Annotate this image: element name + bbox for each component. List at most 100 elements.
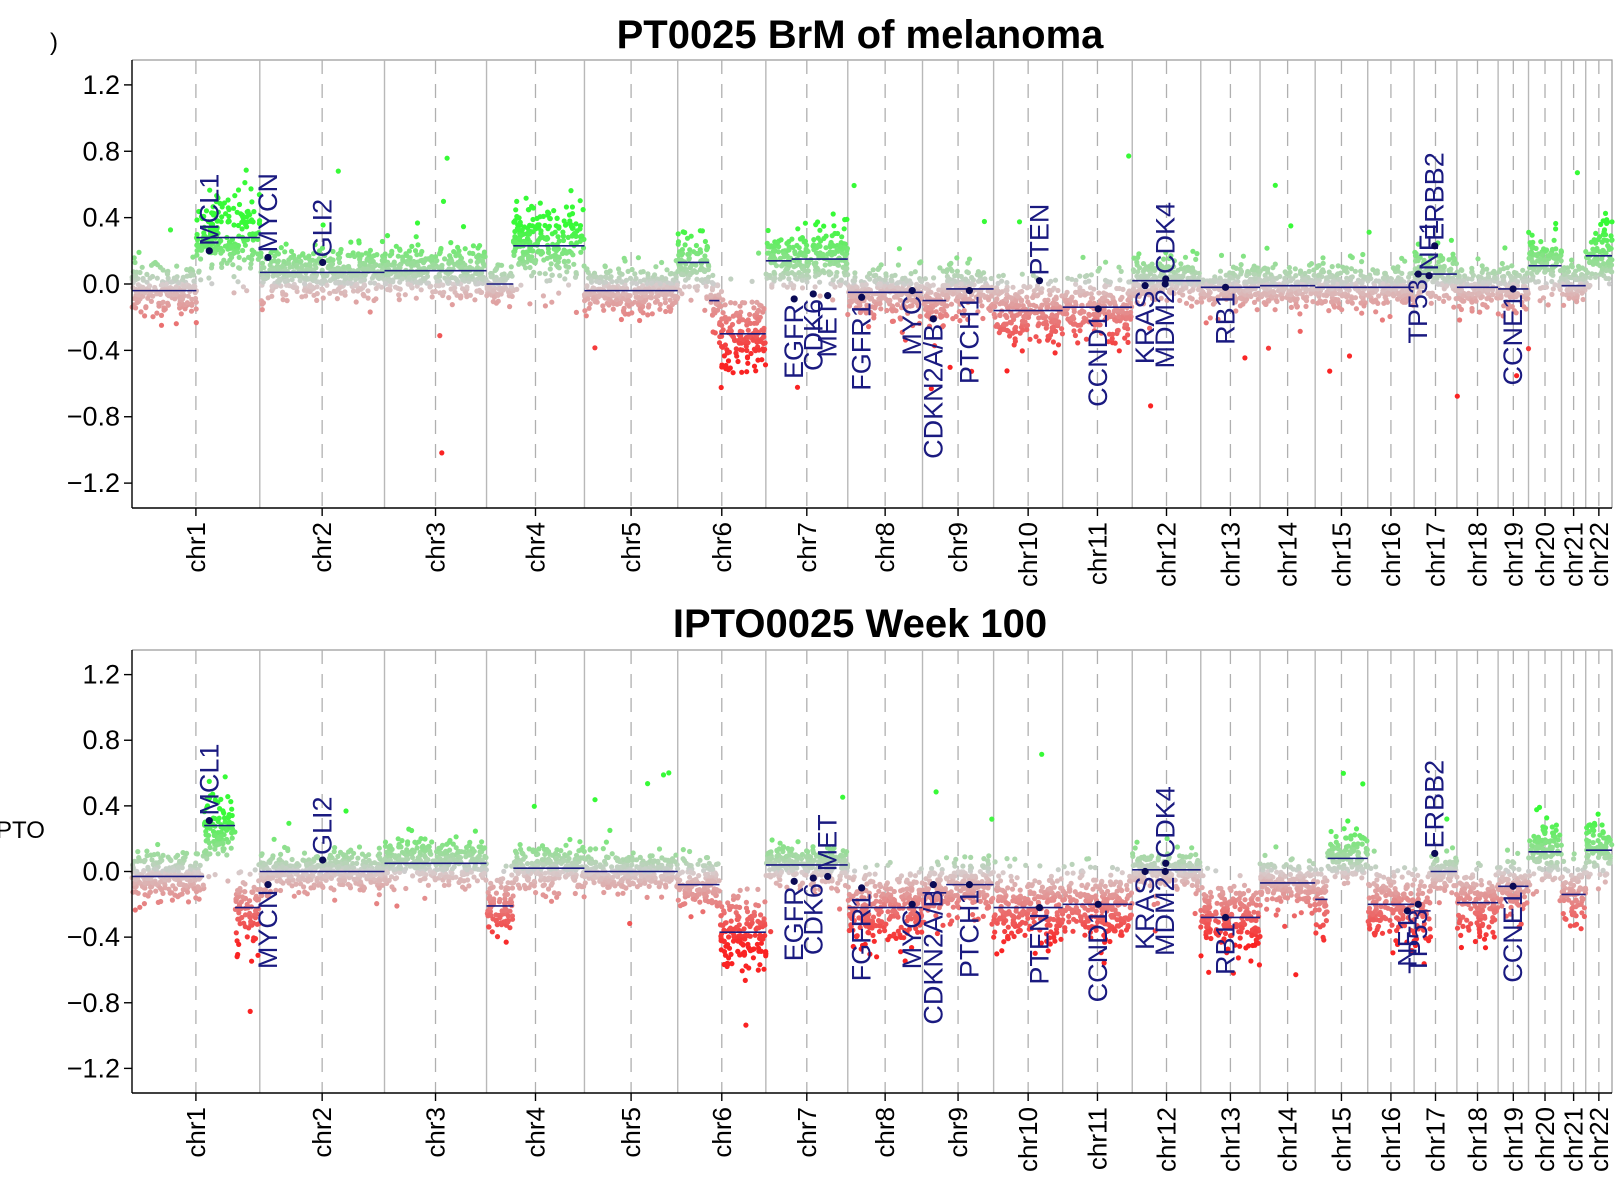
probe-point (830, 211, 836, 217)
probe-point (1477, 309, 1483, 315)
probe-point (587, 301, 593, 307)
probe-point (1462, 273, 1468, 279)
probe-point (1080, 254, 1086, 260)
probe-point (1091, 286, 1097, 292)
probe-point (427, 284, 433, 290)
probe-point (603, 291, 610, 297)
probe-point (829, 242, 835, 248)
probe-point (1336, 304, 1342, 310)
probe-point (1585, 282, 1591, 288)
probe-point (392, 284, 399, 290)
probe-point (997, 312, 1003, 319)
probe-point (1380, 281, 1386, 287)
probe-point (1502, 245, 1508, 251)
probe-point (1564, 287, 1570, 293)
probe-point (168, 279, 174, 285)
probe-point (632, 271, 638, 277)
probe-point (1529, 232, 1535, 238)
probe-point (1348, 266, 1354, 272)
probe-point (995, 280, 1001, 286)
probe-point (1370, 267, 1376, 273)
probe-point (1248, 278, 1254, 284)
probe-point (147, 275, 153, 281)
probe-point (720, 344, 726, 350)
probe-point (948, 301, 955, 307)
probe-point (191, 272, 197, 278)
probe-point (850, 293, 856, 299)
probe-point (543, 236, 550, 242)
probe-point (761, 348, 767, 354)
probe-point (982, 276, 988, 282)
probe-point (745, 327, 751, 333)
probe-point (386, 278, 392, 284)
probe-point (1326, 308, 1332, 314)
probe-point (908, 271, 914, 277)
probe-point (762, 340, 768, 346)
probe-point (949, 280, 955, 286)
probe-point (527, 301, 533, 307)
probe-point (420, 275, 426, 282)
probe-point (640, 283, 646, 289)
probe-point (1558, 248, 1564, 254)
probe-point (1137, 265, 1143, 271)
probe-point (232, 193, 238, 199)
probe-point (249, 252, 256, 258)
probe-point (194, 217, 200, 223)
probe-point (333, 280, 339, 286)
probe-point (712, 310, 718, 316)
probe-point (497, 287, 504, 293)
probe-point (1365, 275, 1371, 281)
probe-point (1569, 257, 1575, 263)
probe-point (784, 284, 790, 290)
probe-point (681, 284, 688, 290)
probe-point (1446, 257, 1452, 263)
probe-point (193, 299, 199, 305)
probe-point (512, 218, 518, 224)
probe-point (526, 254, 532, 260)
probe-point (702, 307, 708, 313)
probe-point (739, 369, 745, 375)
probe-point (271, 267, 277, 273)
probe-point (778, 237, 784, 243)
probe-point (761, 306, 767, 312)
probe-point (596, 292, 603, 298)
probe-point (1272, 307, 1278, 313)
probe-point (652, 299, 659, 305)
probe-point (572, 274, 579, 280)
probe-point (600, 303, 606, 309)
probe-point (792, 251, 798, 257)
probe-point (804, 279, 810, 285)
probe-point (716, 340, 723, 346)
probe-point (184, 300, 190, 306)
probe-point (1499, 260, 1505, 267)
probe-point (1021, 283, 1027, 289)
probe-point (198, 247, 205, 253)
probe-point (334, 296, 340, 302)
probe-point (194, 252, 200, 258)
probe-point (1449, 283, 1455, 289)
probe-point (749, 299, 755, 305)
probe-point (226, 207, 232, 213)
probe-point (192, 284, 198, 290)
probe-point (395, 253, 401, 259)
probe-point (1602, 210, 1609, 216)
probe-point (583, 313, 589, 319)
probe-point (205, 219, 212, 225)
probe-point (434, 258, 440, 264)
probe-point (203, 243, 209, 249)
probe-point (1272, 261, 1278, 267)
probe-point (314, 297, 320, 303)
probe-point (1388, 278, 1394, 284)
probe-point (1059, 326, 1065, 332)
probe-point (789, 236, 795, 242)
probe-point (154, 275, 160, 281)
probe-point (218, 250, 224, 256)
probe-point (739, 300, 746, 306)
probe-point (645, 304, 652, 310)
probe-point (1330, 280, 1336, 286)
x-tick-label: chr2 (307, 522, 337, 573)
probe-point (1373, 309, 1379, 315)
probe-point (831, 223, 837, 229)
probe-point (578, 249, 584, 255)
probe-point (1375, 300, 1381, 306)
